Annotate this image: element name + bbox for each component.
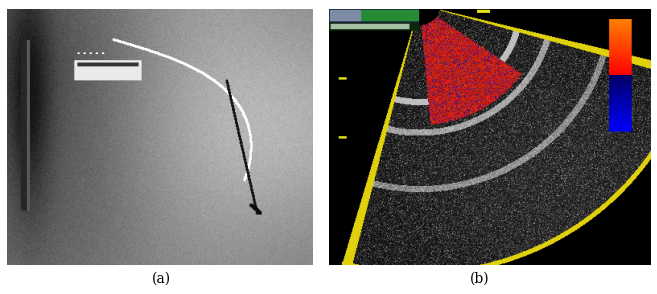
Text: (a): (a) — [151, 271, 171, 285]
Text: (b): (b) — [470, 271, 489, 285]
